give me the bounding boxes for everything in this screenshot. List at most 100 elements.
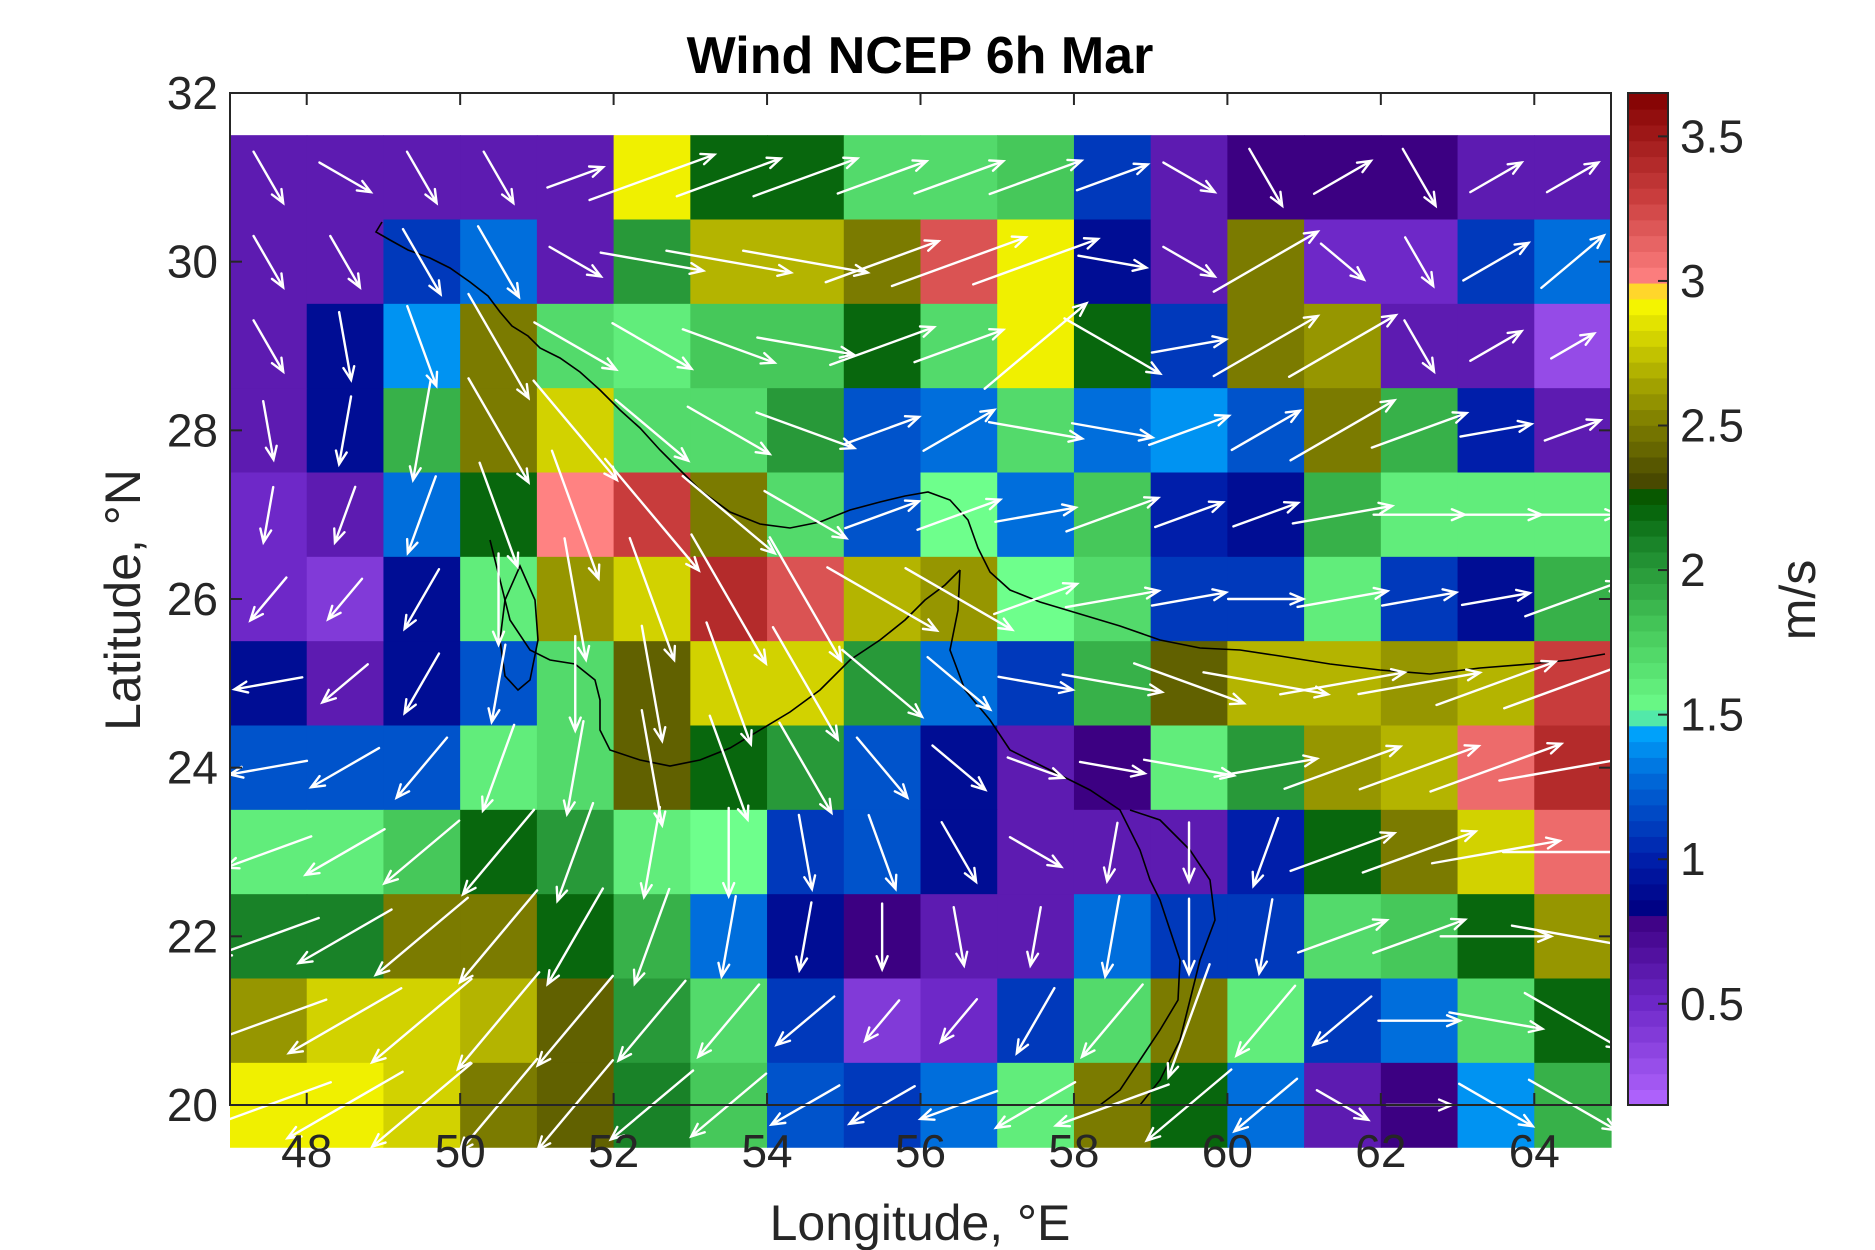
colorbar-tick-label: 1.5 <box>1680 689 1744 741</box>
wind-arrow <box>320 663 369 705</box>
wind-arrow <box>1230 409 1303 452</box>
wind-arrow <box>546 887 605 987</box>
plot-area <box>203 92 1649 1154</box>
x-tick-label: 62 <box>1355 1125 1406 1177</box>
wind-arrow <box>333 485 357 546</box>
wind-arrow <box>752 156 861 198</box>
wind-arrow <box>286 987 403 1055</box>
colorbar-segment <box>1628 314 1668 331</box>
wind-arrow <box>1358 744 1482 791</box>
colorbar-segment <box>1628 852 1668 869</box>
y-tick-label: 26 <box>167 573 218 625</box>
wind-arrow <box>756 336 857 359</box>
wind-arrow <box>252 319 285 375</box>
colorbar-segment <box>1628 425 1668 442</box>
wind-arrow <box>938 998 979 1045</box>
wind-arrow <box>797 813 817 893</box>
wind-arrow <box>681 474 778 556</box>
wind-arrow <box>1213 754 1320 778</box>
wind-arrow <box>1078 760 1148 778</box>
wind-arrow <box>1543 418 1604 442</box>
wind-arrow <box>1248 147 1284 209</box>
wind-arrow <box>467 292 531 401</box>
colorbar-segment <box>1628 519 1668 537</box>
wind-arrow <box>1008 836 1064 869</box>
colorbar-segment <box>1628 1010 1668 1027</box>
wind-arrow <box>988 158 1085 196</box>
wind-arrow <box>1132 662 1247 706</box>
wind-arrow <box>1525 508 1622 522</box>
y-tick-label: 20 <box>167 1079 218 1131</box>
wind-arrow <box>1549 332 1597 360</box>
colorbar-segment <box>1628 599 1668 616</box>
colorbar-segment <box>1628 535 1668 553</box>
wind-arrow <box>904 567 1015 632</box>
coastline-qatar <box>499 564 539 692</box>
wind-arrow <box>913 327 1007 364</box>
colorbar-tick-label: 3 <box>1680 255 1706 307</box>
wind-arrow <box>1540 233 1607 290</box>
wind-arrow <box>1377 1014 1464 1028</box>
wind-arrow <box>875 902 889 973</box>
wind-arrow <box>1226 592 1307 606</box>
colorbar-segment <box>1628 187 1668 205</box>
colorbar-segment <box>1628 630 1668 648</box>
x-tick-label: 56 <box>895 1125 946 1177</box>
wind-arrow <box>457 889 539 985</box>
colorbar-segment <box>1628 725 1668 743</box>
wind-arrow <box>1429 741 1565 793</box>
wind-arrow <box>1212 230 1321 293</box>
wind-arrow <box>824 239 942 284</box>
wind-arrow <box>603 457 701 573</box>
wind-arrow <box>491 552 506 648</box>
wind-arrow <box>826 566 940 633</box>
wind-arrow <box>686 405 773 456</box>
colorbar-segment <box>1628 883 1668 901</box>
wind-arrow <box>599 251 707 276</box>
wind-arrow <box>1283 744 1404 790</box>
wind-arrow <box>632 887 671 987</box>
colorbar-segment <box>1628 361 1668 379</box>
wind-arrow <box>1102 821 1119 885</box>
x-axis-label: Longitude, °E <box>770 1195 1071 1250</box>
colorbar-label: m/s <box>1770 560 1826 641</box>
colorbar-segment <box>1628 1073 1668 1090</box>
wind-arrow <box>916 497 1004 531</box>
wind-arrow <box>1065 496 1162 533</box>
colorbar-frame <box>1627 92 1669 1106</box>
colorbar-segment <box>1628 693 1668 711</box>
colorbar-segment <box>1628 614 1668 632</box>
chart-title: Wind NCEP 6h Mar <box>687 27 1154 85</box>
x-tick-label: 64 <box>1509 1125 1560 1177</box>
wind-arrow <box>1079 983 1144 1060</box>
wind-arrow <box>478 461 520 570</box>
colorbar-segment <box>1628 251 1668 268</box>
wind-arrow <box>1312 159 1374 195</box>
colorbar-segment <box>1628 235 1668 252</box>
wind-arrow <box>262 399 278 463</box>
wind-arrow <box>405 150 439 206</box>
wind-arrow <box>461 808 536 897</box>
colorbar-segment <box>1628 836 1668 853</box>
wind-arrow <box>1212 314 1321 378</box>
wind-arrow <box>487 643 507 725</box>
wind-arrow <box>994 503 1079 523</box>
y-axis-label: Latitude, °N <box>95 469 151 731</box>
wind-arrow <box>373 896 469 977</box>
wind-arrow <box>302 828 386 877</box>
wind-arrow <box>1075 162 1151 192</box>
colorbar-segment <box>1628 108 1668 126</box>
wind-arrow <box>922 408 997 452</box>
wind-arrow <box>329 234 362 290</box>
wind-arrow <box>795 901 813 974</box>
wind-arrow <box>1232 500 1301 528</box>
y-tick-label: 24 <box>167 742 218 794</box>
y-tick-label: 22 <box>167 910 218 962</box>
wind-arrow <box>1448 1011 1546 1034</box>
colorbar-segment <box>1628 172 1668 189</box>
wind-arrow <box>1061 673 1165 697</box>
wind-arrow <box>675 156 784 198</box>
x-tick-label: 48 <box>281 1125 332 1177</box>
wind-arrow <box>1459 419 1535 438</box>
colorbar-segment <box>1628 330 1668 347</box>
